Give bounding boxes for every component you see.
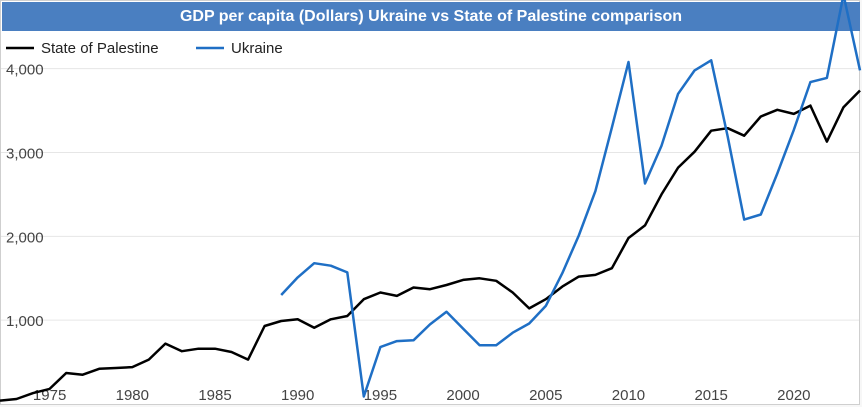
- gridlines: [1, 68, 859, 321]
- y-tick-label: 1,000: [6, 313, 44, 330]
- x-tick-label: 2020: [777, 387, 810, 404]
- y-tick-label: 2,000: [6, 229, 44, 246]
- x-tick-label: 1985: [198, 387, 231, 404]
- chart-title: GDP per capita (Dollars) Ukraine vs Stat…: [2, 2, 860, 31]
- y-tick-label: 3,000: [6, 146, 44, 163]
- y-axis-ticks: 1,000 2,000 3,000 4,000: [6, 62, 44, 330]
- legend: State of Palestine Ukraine: [6, 40, 283, 57]
- series-line-ukraine: [280, 0, 862, 398]
- series-line-state-of-palestine: [0, 89, 861, 402]
- x-tick-label: 2015: [694, 387, 727, 404]
- x-tick-label: 2005: [529, 387, 562, 404]
- x-tick-label: 2010: [612, 387, 645, 404]
- y-tick-label: 4,000: [6, 62, 44, 79]
- legend-label: Ukraine: [231, 40, 283, 57]
- x-tick-label: 2000: [446, 387, 479, 404]
- x-tick-label: 1990: [281, 387, 314, 404]
- x-axis-ticks: 1975 1980 1985 1990 1995 2000 2005 2010 2015 2020: [33, 387, 811, 404]
- x-tick-label: 1980: [116, 387, 149, 404]
- x-tick-label: 1995: [364, 387, 397, 404]
- legend-label: State of Palestine: [41, 40, 159, 57]
